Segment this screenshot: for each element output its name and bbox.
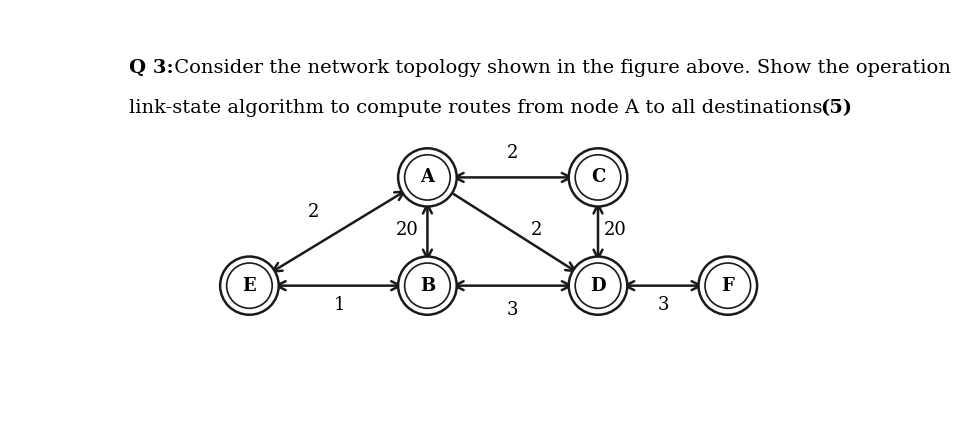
Text: E: E (243, 276, 256, 295)
Text: 2: 2 (531, 221, 542, 239)
Text: 2: 2 (507, 144, 519, 162)
Text: 2: 2 (308, 203, 320, 221)
Text: F: F (722, 276, 734, 295)
Ellipse shape (575, 263, 621, 308)
Text: B: B (420, 276, 435, 295)
Ellipse shape (227, 263, 272, 308)
Ellipse shape (699, 256, 757, 315)
Text: 3: 3 (507, 301, 519, 319)
Text: 1: 1 (333, 296, 345, 314)
Ellipse shape (575, 155, 621, 200)
Text: 3: 3 (657, 296, 669, 314)
Text: C: C (590, 168, 605, 187)
Text: D: D (590, 276, 606, 295)
Ellipse shape (398, 256, 456, 315)
Ellipse shape (398, 148, 456, 207)
Text: Q 3:: Q 3: (128, 59, 173, 78)
Text: 20: 20 (396, 221, 419, 239)
Text: A: A (420, 168, 434, 187)
Ellipse shape (705, 263, 750, 308)
Text: Consider the network topology shown in the figure above. Show the operation of D: Consider the network topology shown in t… (167, 59, 957, 78)
Ellipse shape (568, 148, 627, 207)
Text: (5): (5) (820, 99, 853, 117)
Ellipse shape (568, 256, 627, 315)
Ellipse shape (220, 256, 278, 315)
Text: link-state algorithm to compute routes from node A to all destinations.: link-state algorithm to compute routes f… (128, 99, 828, 117)
Text: 20: 20 (604, 221, 627, 239)
Ellipse shape (405, 263, 450, 308)
Ellipse shape (405, 155, 450, 200)
